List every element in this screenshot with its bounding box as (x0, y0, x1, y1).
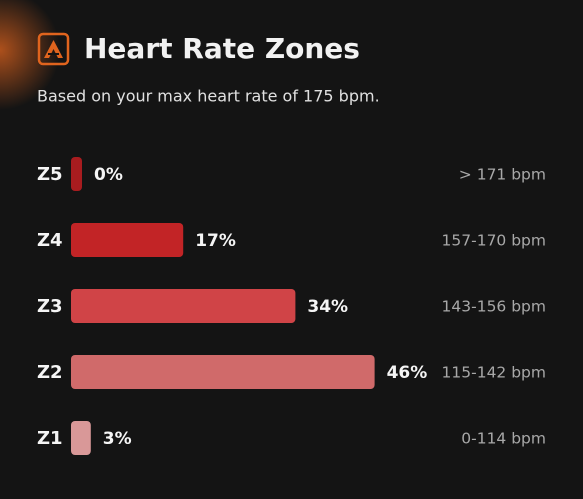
bar (71, 355, 375, 389)
value-label: 17% (195, 231, 236, 251)
range-label: > 171 bpm (459, 166, 546, 184)
bar (71, 157, 82, 191)
category-label: Z1 (37, 428, 63, 449)
category-label: Z2 (37, 362, 63, 383)
bar (71, 223, 184, 257)
range-label: 157-170 bpm (442, 232, 546, 250)
bar (71, 289, 296, 323)
value-label: 0% (94, 165, 123, 185)
bar (71, 421, 91, 455)
value-label: 34% (307, 297, 348, 317)
chart-title: Heart Rate Zones (84, 32, 360, 65)
logo (37, 32, 70, 66)
category-label: Z3 (37, 296, 63, 317)
range-label: 115-142 bpm (442, 364, 546, 382)
value-label: 3% (103, 429, 132, 449)
chart-subtitle: Based on your max heart rate of 175 bpm. (37, 87, 380, 106)
range-label: 0-114 bpm (461, 430, 546, 448)
category-label: Z5 (37, 164, 63, 185)
range-label: 143-156 bpm (442, 298, 546, 316)
category-label: Z4 (37, 230, 63, 251)
value-label: 46% (387, 363, 428, 383)
